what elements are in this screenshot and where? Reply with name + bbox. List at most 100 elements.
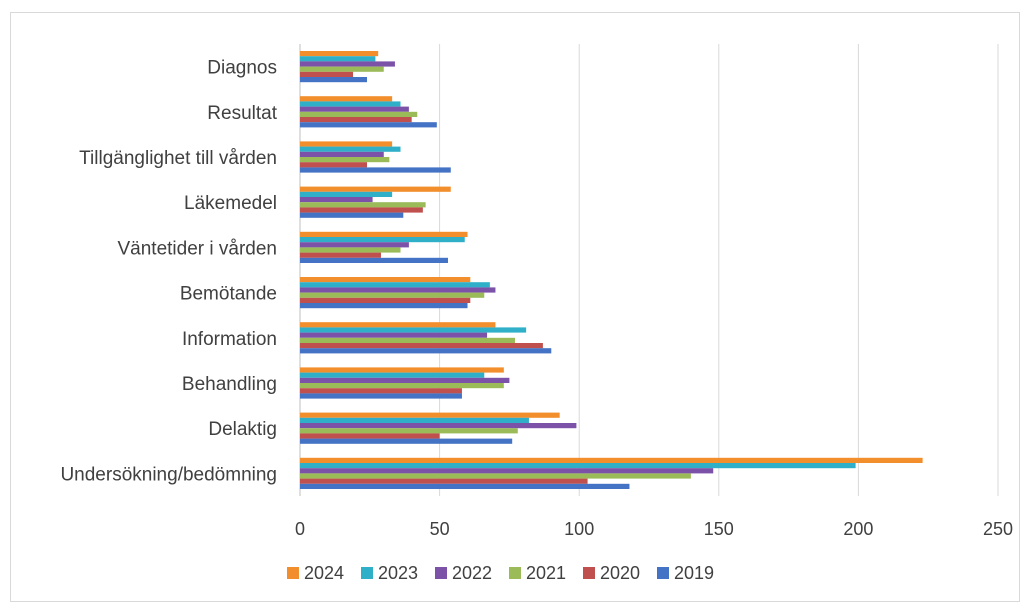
category-label: Bemötande bbox=[180, 284, 277, 305]
legend-swatch bbox=[435, 567, 447, 579]
bar-2019-8 bbox=[300, 438, 513, 444]
bar-2021-5 bbox=[300, 292, 485, 298]
bar-2019-9 bbox=[300, 483, 630, 489]
bar-2022-8 bbox=[300, 423, 577, 429]
bar-2020-4 bbox=[300, 252, 381, 258]
legend-item-2024: 2024 bbox=[287, 563, 344, 583]
bar-2021-2 bbox=[300, 157, 390, 163]
legend-label: 2021 bbox=[526, 563, 566, 583]
bar-2019-4 bbox=[300, 257, 448, 263]
bar-2024-6 bbox=[300, 322, 496, 328]
bar-2024-9 bbox=[300, 457, 923, 463]
category-label: Resultat bbox=[207, 103, 277, 124]
bar-2022-3 bbox=[300, 197, 373, 203]
x-tick-label: 250 bbox=[983, 519, 1013, 539]
legend-item-2020: 2020 bbox=[583, 563, 640, 583]
bar-2022-5 bbox=[300, 287, 496, 293]
bar-2022-0 bbox=[300, 61, 395, 67]
bar-2019-5 bbox=[300, 303, 468, 309]
category-label: Läkemedel bbox=[184, 193, 277, 214]
bar-2022-6 bbox=[300, 332, 488, 338]
bar-2021-3 bbox=[300, 202, 426, 208]
bar-2021-8 bbox=[300, 428, 518, 434]
legend-swatch bbox=[657, 567, 669, 579]
category-label: Delaktig bbox=[208, 419, 277, 440]
bar-2019-1 bbox=[300, 122, 437, 128]
bar-2023-1 bbox=[300, 101, 401, 107]
bar-2023-7 bbox=[300, 372, 485, 378]
category-label: Undersökning/bedömning bbox=[60, 464, 277, 485]
bar-2024-2 bbox=[300, 141, 393, 147]
legend-swatch bbox=[361, 567, 373, 579]
legend-swatch bbox=[509, 567, 521, 579]
bar-2023-5 bbox=[300, 282, 490, 288]
bar-2020-9 bbox=[300, 478, 588, 484]
bar-2020-1 bbox=[300, 117, 412, 123]
bar-2021-7 bbox=[300, 383, 504, 389]
bar-2024-3 bbox=[300, 186, 451, 192]
bar-2020-0 bbox=[300, 71, 354, 77]
bar-2021-4 bbox=[300, 247, 401, 253]
label-layer: 0 50 100 150 200 250 Diagnos Resultat Tillgängli… bbox=[60, 58, 1013, 539]
bar-2023-6 bbox=[300, 327, 527, 333]
bar-2021-1 bbox=[300, 111, 418, 117]
bar-2021-0 bbox=[300, 66, 384, 72]
legend-label: 2023 bbox=[378, 563, 418, 583]
bar-2019-3 bbox=[300, 212, 404, 218]
bar-2019-2 bbox=[300, 167, 451, 173]
bar-2022-4 bbox=[300, 242, 409, 248]
bar-2020-6 bbox=[300, 343, 543, 349]
bar-2023-9 bbox=[300, 463, 856, 469]
bar-2020-2 bbox=[300, 162, 368, 168]
bar-2020-7 bbox=[300, 388, 462, 394]
bar-2024-0 bbox=[300, 51, 379, 57]
x-tick-label: 100 bbox=[564, 519, 594, 539]
legend: 2024 2023 2022 2021 2020 2019 bbox=[287, 563, 714, 583]
category-label: Tillgänglighet till vården bbox=[79, 148, 277, 169]
category-label: Diagnos bbox=[207, 58, 277, 79]
bar-2023-8 bbox=[300, 417, 529, 423]
x-tick-label: 150 bbox=[704, 519, 734, 539]
legend-item-2019: 2019 bbox=[657, 563, 714, 583]
category-label: Väntetider i vården bbox=[118, 238, 278, 259]
bar-2022-1 bbox=[300, 106, 409, 112]
legend-label: 2019 bbox=[674, 563, 714, 583]
legend-swatch bbox=[287, 567, 299, 579]
bar-2019-7 bbox=[300, 393, 462, 399]
bar-2020-5 bbox=[300, 297, 471, 303]
bar-2020-8 bbox=[300, 433, 440, 439]
bar-2024-7 bbox=[300, 367, 504, 373]
legend-swatch bbox=[583, 567, 595, 579]
bar-2024-8 bbox=[300, 412, 560, 418]
category-label: Behandling bbox=[182, 374, 277, 395]
bar-2024-4 bbox=[300, 231, 468, 237]
bar-2023-4 bbox=[300, 237, 465, 243]
x-tick-label: 0 bbox=[295, 519, 305, 539]
bar-2024-1 bbox=[300, 96, 393, 102]
chart-frame bbox=[10, 12, 1020, 602]
bar-2022-9 bbox=[300, 468, 714, 474]
legend-label: 2020 bbox=[600, 563, 640, 583]
bar-2021-6 bbox=[300, 337, 515, 343]
bar-2023-0 bbox=[300, 56, 376, 62]
bar-2019-6 bbox=[300, 348, 552, 354]
legend-item-2021: 2021 bbox=[509, 563, 566, 583]
bar-2022-7 bbox=[300, 377, 510, 383]
legend-label: 2022 bbox=[452, 563, 492, 583]
bar-2023-3 bbox=[300, 191, 393, 197]
legend-item-2022: 2022 bbox=[435, 563, 492, 583]
bar-2021-9 bbox=[300, 473, 691, 479]
x-tick-label: 200 bbox=[843, 519, 873, 539]
bar-2019-0 bbox=[300, 77, 368, 83]
bar-layer bbox=[300, 51, 923, 489]
category-label: Information bbox=[182, 329, 277, 350]
bar-2024-5 bbox=[300, 277, 471, 283]
bar-2023-2 bbox=[300, 146, 401, 152]
bar-2020-3 bbox=[300, 207, 423, 213]
legend-label: 2024 bbox=[304, 563, 344, 583]
legend-item-2023: 2023 bbox=[361, 563, 418, 583]
bar-2022-2 bbox=[300, 151, 384, 157]
x-tick-label: 50 bbox=[430, 519, 450, 539]
